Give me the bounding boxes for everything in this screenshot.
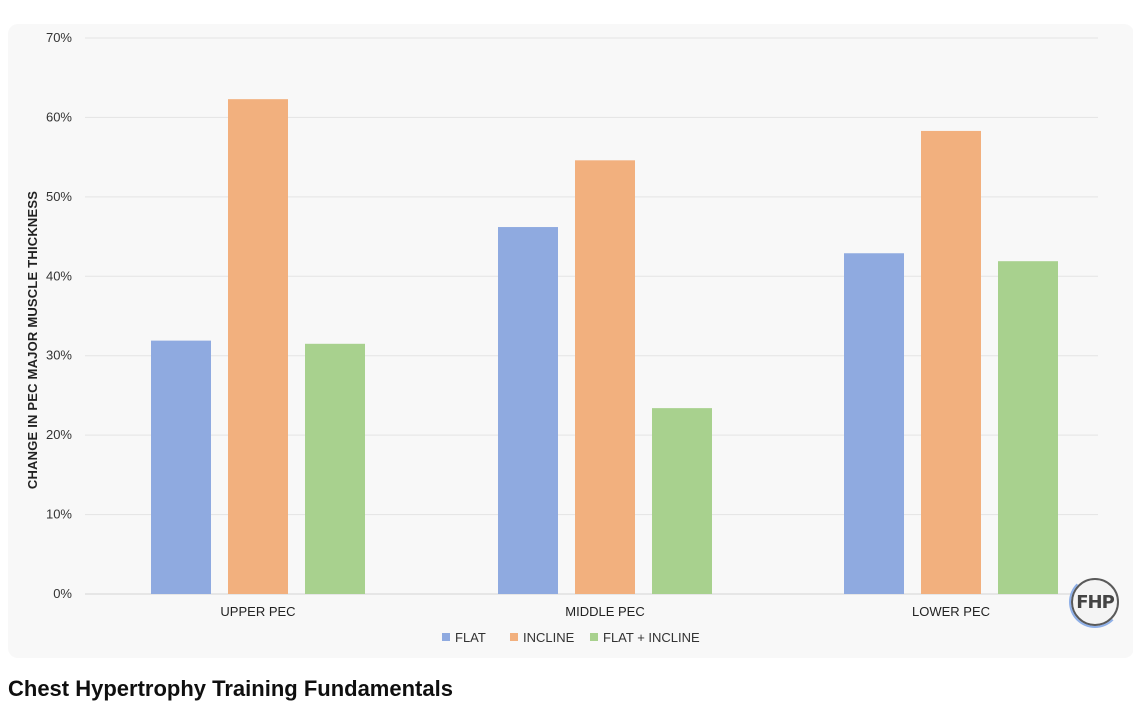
legend-swatch <box>442 633 450 641</box>
bar-flat-incline-middle-pec <box>652 408 712 594</box>
legend: FLAT INCLINE FLAT + INCLINE <box>442 630 700 645</box>
fhp-logo-watermark: FHP <box>1069 576 1121 628</box>
y-tick-label: 60% <box>46 109 72 124</box>
y-tick-label: 50% <box>46 189 72 204</box>
y-tick-label: 30% <box>46 348 72 363</box>
legend-item: INCLINE <box>510 630 575 645</box>
bar-incline-upper-pec <box>228 99 288 594</box>
bars <box>151 99 1058 595</box>
bar-flat-lower-pec <box>844 253 904 594</box>
y-tick-label: 0% <box>53 586 72 601</box>
legend-label: INCLINE <box>523 630 575 645</box>
legend-item: FLAT <box>442 630 486 645</box>
video-frame[interactable]: 0% 10% 20% 30% 40% 50% 60% 70% UPPER PEC MIDDLE … <box>8 24 1133 658</box>
y-tick-label: 40% <box>46 268 72 283</box>
x-category-label: LOWER PEC <box>912 604 990 619</box>
legend-swatch <box>510 633 518 641</box>
x-axis-categories: UPPER PEC MIDDLE PEC LOWER PEC <box>220 604 990 619</box>
y-tick-label: 70% <box>46 30 72 45</box>
legend-label: FLAT <box>455 630 486 645</box>
y-axis-ticks: 0% 10% 20% 30% 40% 50% 60% 70% <box>46 30 72 601</box>
bar-flat-incline-lower-pec <box>998 261 1058 594</box>
bar-incline-middle-pec <box>575 160 635 594</box>
bar-chart: 0% 10% 20% 30% 40% 50% 60% 70% UPPER PEC MIDDLE … <box>25 30 1098 645</box>
y-tick-label: 10% <box>46 507 72 522</box>
bar-incline-lower-pec <box>921 130 981 594</box>
bar-flat-middle-pec <box>498 227 558 595</box>
y-axis-label: CHANGE IN PEC MAJOR MUSCLE THICKNESS <box>25 191 40 489</box>
y-tick-label: 20% <box>46 427 72 442</box>
x-category-label: UPPER PEC <box>220 604 295 619</box>
video-title[interactable]: Chest Hypertrophy Training Fundamentals <box>8 676 453 701</box>
legend-item: FLAT + INCLINE <box>590 630 700 645</box>
x-category-label: MIDDLE PEC <box>565 604 644 619</box>
bar-flat-incline-upper-pec <box>305 343 365 594</box>
bar-flat-upper-pec <box>151 340 211 594</box>
legend-label: FLAT + INCLINE <box>603 630 700 645</box>
legend-swatch <box>590 633 598 641</box>
